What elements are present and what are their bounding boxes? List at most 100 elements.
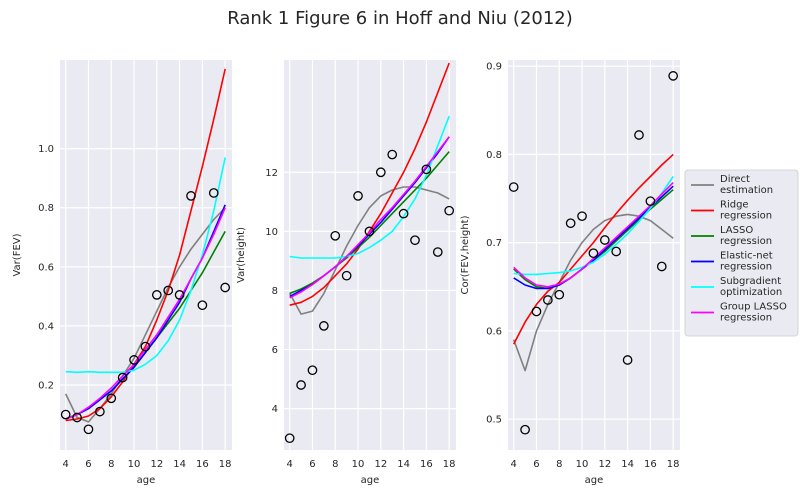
legend-label: Direct <box>720 174 750 185</box>
data-point <box>543 295 553 305</box>
legend-box <box>684 169 799 337</box>
data-point <box>208 188 219 198</box>
y-tick-label: 8 <box>272 286 278 297</box>
data-point <box>296 380 306 390</box>
legend-label: Subgradient <box>720 276 781 287</box>
x-tick-label: 6 <box>533 459 539 470</box>
data-point <box>72 412 82 423</box>
figure-title: Rank 1 Figure 6 in Hoff and Niu (2012) <box>227 8 573 29</box>
data-point <box>622 355 633 365</box>
subplot-3: 4 6 8 10 12 14 16 18 0.5 0.6 0.7 0.8 0.9 age Cor(FEV,h… <box>460 60 680 486</box>
legend-label: LASSO <box>720 225 753 236</box>
x-tick-label: 12 <box>150 459 163 470</box>
series-line <box>65 157 226 374</box>
plot-area <box>60 60 232 450</box>
data-point <box>634 130 644 140</box>
data-point <box>421 164 432 175</box>
x-tick-label: 14 <box>397 459 410 470</box>
x-tick-label: 10 <box>128 459 141 470</box>
data-point <box>565 218 576 229</box>
x-tick-label: 4 <box>511 459 517 470</box>
y-tick-label: 1.0 <box>38 144 54 155</box>
x-tick-label: 10 <box>352 459 365 470</box>
legend: DirectestimationRidgeregressionLASSOregr… <box>684 169 799 337</box>
x-tick-label: 18 <box>667 459 680 470</box>
data-point <box>284 433 295 444</box>
plot-area <box>284 60 456 450</box>
legend-label: Ridge <box>720 200 749 211</box>
data-point <box>95 406 105 417</box>
series-line <box>64 207 226 423</box>
data-point <box>375 167 386 178</box>
legend-label: Group LASSO <box>720 302 787 313</box>
data-point <box>508 182 519 192</box>
y-tick-label: 0.5 <box>486 415 502 426</box>
y-tick-label: 12 <box>265 168 278 179</box>
x-tick-label: 8 <box>332 459 338 470</box>
x-tick-label: 6 <box>309 459 315 470</box>
data-point <box>432 247 443 257</box>
data-point <box>220 282 231 293</box>
data-point <box>520 424 530 435</box>
data-point <box>60 409 71 420</box>
series-line <box>65 207 226 420</box>
x-tick-label: 14 <box>621 459 634 470</box>
plot-area <box>508 60 680 450</box>
legend-label: optimization <box>720 287 782 298</box>
data-point <box>588 248 599 259</box>
data-point <box>645 196 656 207</box>
subplot-1: 4 6 8 10 12 14 16 18 0.2 0.4 0.6 0.8 1.0 age Var(FEV) <box>12 60 232 486</box>
data-point <box>186 191 196 201</box>
subplots: 4 6 8 10 12 14 16 180.20.40.60.81.0ageVar(FEV)4… <box>12 60 680 486</box>
y-axis-label: Var(height) <box>236 227 247 283</box>
x-tick-label: 8 <box>556 459 562 470</box>
y-axis-label: Var(FEV) <box>12 233 23 276</box>
legend-label: regression <box>720 211 772 222</box>
data-point <box>611 246 622 257</box>
data-point <box>174 290 185 300</box>
legend-label: Elastic-net <box>720 251 773 262</box>
y-tick-label: 0.6 <box>486 326 502 337</box>
data-point <box>117 372 128 383</box>
y-tick-label: 6 <box>272 345 278 356</box>
y-tick-label: 0.6 <box>38 262 54 273</box>
y-tick-label: 0.2 <box>38 381 54 392</box>
data-point <box>330 230 341 241</box>
x-tick-label: 18 <box>443 459 456 470</box>
data-point <box>410 235 420 246</box>
x-axis-label: age <box>137 475 156 486</box>
series-line <box>512 213 674 372</box>
x-tick-label: 10 <box>576 459 589 470</box>
data-point <box>163 285 174 296</box>
legend-label: regression <box>720 313 772 324</box>
data-point <box>151 290 162 300</box>
x-axis-label: age <box>585 475 604 486</box>
series-line <box>513 182 674 288</box>
data-point <box>307 365 318 376</box>
series-line <box>513 185 674 290</box>
x-tick-label: 4 <box>287 459 293 470</box>
series-line <box>512 153 674 345</box>
series-line <box>289 115 450 259</box>
x-tick-label: 14 <box>173 459 186 470</box>
data-point <box>353 191 363 201</box>
y-axis-label: Cor(FEV,height) <box>460 215 471 294</box>
x-tick-label: 4 <box>63 459 69 470</box>
series-line <box>65 68 226 422</box>
x-tick-label: 16 <box>644 459 657 470</box>
data-point <box>656 261 667 272</box>
y-tick-label: 0.9 <box>486 62 502 73</box>
legend-label: estimation <box>720 185 773 196</box>
data-point <box>140 341 151 352</box>
data-point <box>577 211 587 222</box>
x-tick-label: 6 <box>85 459 91 470</box>
data-point <box>197 300 208 311</box>
x-tick-label: 8 <box>108 459 114 470</box>
data-point <box>341 270 352 281</box>
x-tick-label: 16 <box>420 459 433 470</box>
data-point <box>83 424 94 435</box>
y-tick-label: 0.4 <box>38 321 54 332</box>
data-point <box>398 208 409 219</box>
data-point <box>106 393 117 404</box>
